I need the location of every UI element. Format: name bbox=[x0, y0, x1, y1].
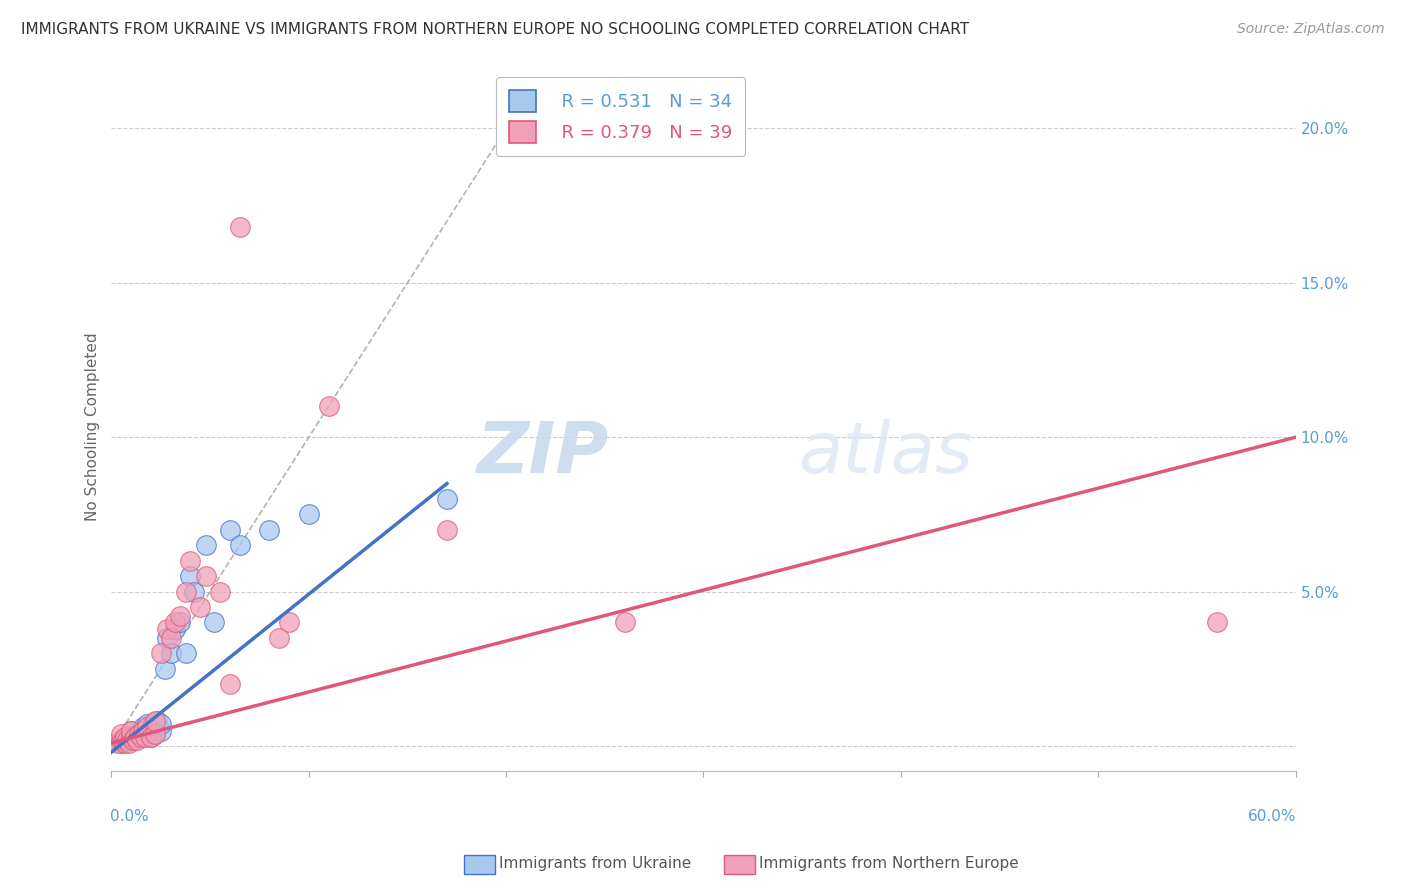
Point bbox=[129, 730, 152, 744]
Point bbox=[128, 726, 150, 740]
Text: Immigrants from Northern Europe: Immigrants from Northern Europe bbox=[759, 856, 1019, 871]
Point bbox=[613, 615, 636, 630]
Point bbox=[139, 730, 162, 744]
Legend:   R = 0.531   N = 34,   R = 0.379   N = 39: R = 0.531 N = 34, R = 0.379 N = 39 bbox=[496, 78, 745, 156]
Point bbox=[120, 723, 142, 738]
Point bbox=[149, 723, 172, 738]
Point bbox=[146, 714, 169, 729]
Point bbox=[134, 726, 156, 740]
Point bbox=[132, 721, 155, 735]
Point bbox=[120, 723, 142, 738]
Point bbox=[176, 584, 198, 599]
Point bbox=[228, 538, 250, 552]
Point bbox=[218, 523, 240, 537]
Point bbox=[139, 721, 162, 735]
Point bbox=[134, 730, 156, 744]
Point bbox=[129, 730, 152, 744]
Point bbox=[188, 600, 211, 615]
Point bbox=[142, 717, 165, 731]
Point bbox=[179, 569, 201, 583]
Text: Immigrants from Ukraine: Immigrants from Ukraine bbox=[499, 856, 692, 871]
Point bbox=[138, 723, 160, 738]
Point bbox=[169, 615, 191, 630]
Point bbox=[202, 615, 225, 630]
Point bbox=[143, 726, 166, 740]
Point bbox=[183, 584, 205, 599]
Point bbox=[278, 615, 301, 630]
Point bbox=[139, 730, 162, 744]
Text: 0.0%: 0.0% bbox=[110, 808, 149, 823]
Point bbox=[125, 732, 148, 747]
Point bbox=[118, 736, 141, 750]
Point bbox=[156, 622, 179, 636]
Point bbox=[259, 523, 281, 537]
Point bbox=[132, 723, 155, 738]
Point bbox=[115, 730, 138, 744]
Point bbox=[156, 631, 179, 645]
Point bbox=[136, 721, 159, 735]
Point bbox=[228, 220, 250, 235]
Point bbox=[125, 726, 148, 740]
Point bbox=[149, 646, 172, 660]
Point bbox=[120, 730, 142, 744]
Point bbox=[114, 730, 136, 744]
Point bbox=[105, 736, 128, 750]
Point bbox=[195, 569, 218, 583]
Point bbox=[159, 631, 181, 645]
Point bbox=[195, 538, 218, 552]
Text: Source: ZipAtlas.com: Source: ZipAtlas.com bbox=[1237, 22, 1385, 37]
Text: IMMIGRANTS FROM UKRAINE VS IMMIGRANTS FROM NORTHERN EUROPE NO SCHOOLING COMPLETE: IMMIGRANTS FROM UKRAINE VS IMMIGRANTS FR… bbox=[21, 22, 969, 37]
Point bbox=[110, 726, 132, 740]
Point bbox=[129, 723, 152, 738]
Point bbox=[169, 609, 191, 624]
Point bbox=[176, 646, 198, 660]
Point bbox=[110, 732, 132, 747]
Point bbox=[318, 400, 340, 414]
Point bbox=[298, 508, 321, 522]
Point bbox=[163, 615, 186, 630]
Point bbox=[179, 554, 201, 568]
Point bbox=[143, 726, 166, 740]
Point bbox=[143, 714, 166, 729]
Point bbox=[1205, 615, 1227, 630]
Point bbox=[122, 732, 145, 747]
Point bbox=[115, 732, 138, 747]
Point bbox=[208, 584, 231, 599]
Point bbox=[163, 622, 186, 636]
Point bbox=[159, 646, 181, 660]
Point bbox=[149, 717, 172, 731]
Point bbox=[124, 730, 146, 744]
Text: atlas: atlas bbox=[799, 419, 973, 489]
Point bbox=[112, 732, 135, 747]
Text: ZIP: ZIP bbox=[477, 419, 609, 489]
Point bbox=[153, 662, 176, 676]
Text: 60.0%: 60.0% bbox=[1249, 808, 1296, 823]
Point bbox=[114, 736, 136, 750]
Y-axis label: No Schooling Completed: No Schooling Completed bbox=[86, 332, 100, 521]
Point bbox=[218, 677, 240, 691]
Point bbox=[436, 491, 458, 506]
Point bbox=[136, 717, 159, 731]
Point bbox=[110, 736, 132, 750]
Point bbox=[269, 631, 291, 645]
Point bbox=[120, 732, 142, 747]
Point bbox=[124, 730, 146, 744]
Point bbox=[436, 523, 458, 537]
